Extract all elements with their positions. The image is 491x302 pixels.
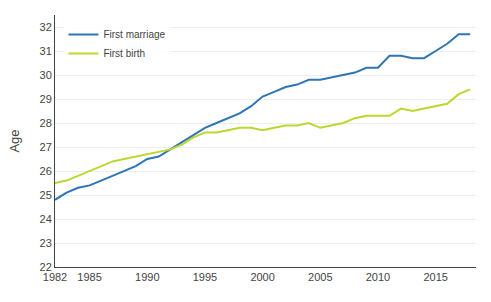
svg-text:24: 24 bbox=[40, 213, 52, 225]
svg-text:2010: 2010 bbox=[366, 271, 390, 283]
svg-text:2005: 2005 bbox=[308, 271, 332, 283]
svg-text:First marriage: First marriage bbox=[103, 29, 165, 40]
svg-text:31: 31 bbox=[40, 45, 52, 57]
svg-text:1985: 1985 bbox=[77, 271, 101, 283]
svg-text:2015: 2015 bbox=[423, 271, 447, 283]
svg-text:30: 30 bbox=[40, 69, 52, 81]
svg-text:2000: 2000 bbox=[250, 271, 274, 283]
svg-text:Age: Age bbox=[7, 129, 22, 152]
svg-text:32: 32 bbox=[40, 21, 52, 33]
svg-text:22: 22 bbox=[40, 261, 52, 273]
svg-text:29: 29 bbox=[40, 93, 52, 105]
svg-text:1995: 1995 bbox=[193, 271, 217, 283]
svg-text:1982: 1982 bbox=[43, 271, 67, 283]
svg-text:23: 23 bbox=[40, 237, 52, 249]
svg-text:1990: 1990 bbox=[135, 271, 159, 283]
svg-text:26: 26 bbox=[40, 165, 52, 177]
svg-text:28: 28 bbox=[40, 117, 52, 129]
svg-text:27: 27 bbox=[40, 141, 52, 153]
svg-text:First birth: First birth bbox=[103, 48, 145, 59]
svg-text:25: 25 bbox=[40, 189, 52, 201]
